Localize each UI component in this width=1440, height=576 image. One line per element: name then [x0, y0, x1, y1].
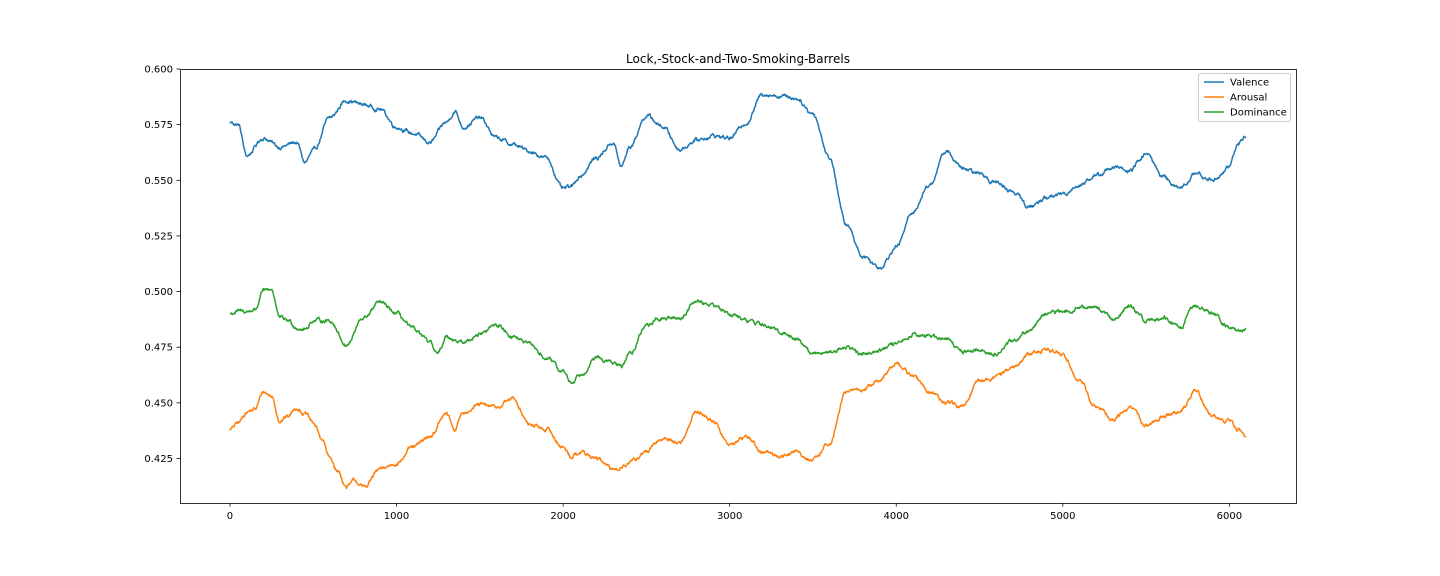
x-tick-label: 4000: [884, 511, 909, 522]
y-tick-label: 0.550: [144, 176, 173, 187]
chart-title: Lock,-Stock-and-Two-Smoking-Barrels: [626, 52, 850, 66]
y-tick-label: 0.500: [144, 287, 173, 298]
legend-box: [1198, 73, 1291, 122]
plot-frame: [180, 69, 1297, 504]
y-tick-label: 0.525: [144, 231, 173, 242]
x-tick-label: 0: [227, 511, 233, 522]
y-tick-label: 0.425: [144, 454, 173, 465]
y-tick-label: 0.475: [144, 343, 173, 354]
series-layer: [229, 92, 1247, 490]
x-tick-label: 5000: [1050, 511, 1075, 522]
series-line-dominance: [229, 287, 1247, 385]
y-tick-label: 0.450: [144, 398, 173, 409]
x-tick-label: 6000: [1217, 511, 1242, 522]
series-line-arousal: [229, 347, 1247, 490]
x-tick-label: 1000: [384, 511, 409, 522]
x-tick-label: 3000: [717, 511, 742, 522]
y-tick-label: 0.600: [144, 65, 173, 76]
legend: Valence Arousal Dominance: [1198, 73, 1291, 122]
y-tick-label: 0.575: [144, 120, 173, 131]
x-tick-label: 2000: [550, 511, 575, 522]
series-line-valence: [229, 92, 1247, 270]
legend-label-dominance: Dominance: [1230, 108, 1287, 119]
x-axis: 0 1000 2000 3000 4000 5000 6000: [227, 503, 1242, 522]
legend-label-valence: Valence: [1230, 78, 1269, 89]
legend-label-arousal: Arousal: [1230, 93, 1267, 104]
y-axis: 0.425 0.450 0.475 0.500 0.525 0.550 0.575 0.600: [144, 65, 180, 465]
